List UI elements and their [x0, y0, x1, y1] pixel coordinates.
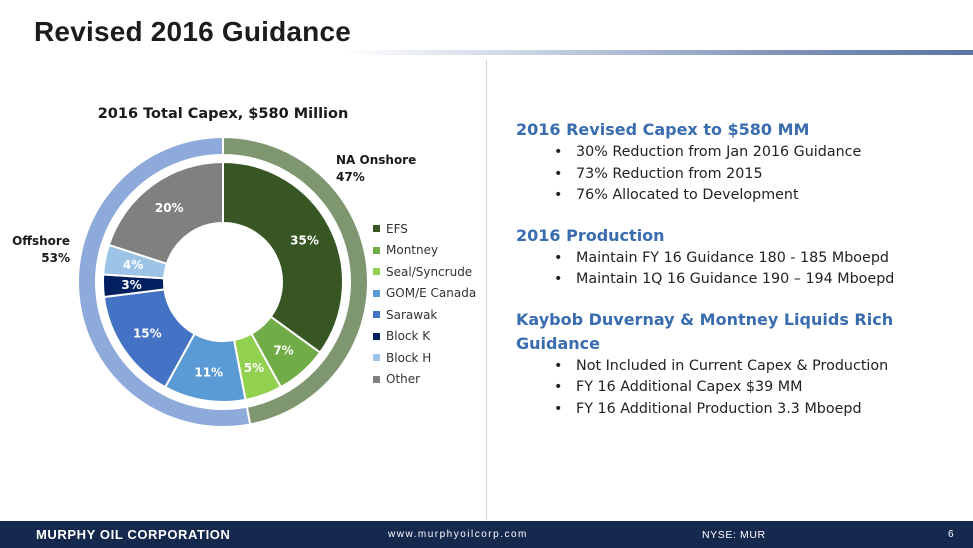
bullet-item: • 73% Reduction from 2015 — [516, 164, 956, 186]
outer-label-na-onshore: NA Onshore 47% — [336, 152, 416, 186]
bullet-text: FY 16 Additional Capex $39 MM — [576, 379, 803, 395]
kaybob-bullet-list: • Not Included in Current Capex & Product… — [516, 356, 956, 421]
bullet-text: 30% Reduction from Jan 2016 Guidance — [576, 144, 862, 160]
footer-website-link[interactable]: www.murphyoilcorp.com — [388, 529, 528, 540]
bullet-text: Maintain 1Q 16 Guidance 190 – 194 Mboepd — [576, 271, 895, 287]
legend-item-block-h: Block H — [373, 347, 476, 369]
bullet-item: • Maintain FY 16 Guidance 180 - 185 Mboep… — [516, 248, 956, 270]
inner-slice-other — [107, 160, 224, 266]
production-bullet-list: • Maintain FY 16 Guidance 180 - 185 Mboep… — [516, 248, 956, 291]
bullet-item: • Not Included in Current Capex & Product… — [516, 356, 956, 378]
capex-donut-chart: 35% 7% 5% 11% 15% 3% 4% 20% — [77, 135, 369, 428]
bullet-text: Maintain FY 16 Guidance 180 - 185 Mboepd — [576, 249, 889, 266]
bullet-dot: • — [554, 249, 563, 266]
bullet-dot: • — [554, 400, 563, 417]
legend-label: Montney — [386, 243, 439, 258]
bullet-dot: • — [554, 187, 563, 203]
bullet-text: Not Included in Current Capex & Producti… — [576, 357, 889, 374]
footer-bar: MURPHY OIL CORPORATION www.murphyoilcorp… — [0, 521, 973, 548]
chart-legend: EFS Montney Seal/Syncrude GOM/E Canada S… — [373, 218, 476, 390]
legend-item-montney: Montney — [373, 240, 476, 262]
legend-item-efs: EFS — [373, 218, 476, 240]
capex-bullet-list: • 30% Reduction from Jan 2016 Guidance • 7… — [516, 142, 956, 207]
footer-company: MURPHY OIL CORPORATION — [36, 527, 231, 542]
bullet-item: • FY 16 Additional Capex $39 MM — [516, 377, 956, 399]
column-divider — [486, 60, 487, 520]
legend-swatch — [373, 289, 380, 297]
legend-label: Block K — [386, 329, 431, 344]
bullet-item: • FY 16 Additional Production 3.3 Mboepd — [516, 399, 956, 421]
outer-slice-offshore — [77, 135, 252, 428]
footer-ticker: NYSE: MUR — [702, 529, 766, 541]
outer-label-offshore-name: Offshore — [12, 234, 70, 248]
legend-swatch — [373, 354, 380, 362]
slide-title: Revised 2016 Guidance — [34, 16, 352, 47]
legend-label: Sarawak — [386, 307, 438, 322]
legend-label: GOM/E Canada — [386, 286, 477, 301]
bullet-item: • 30% Reduction from Jan 2016 Guidance — [516, 142, 956, 164]
legend-item-seal-syncrude: Seal/Syncrude — [373, 261, 476, 283]
section-heading-production: 2016 Production — [516, 225, 665, 245]
guidance-bullets: 2016 Revised Capex to $580 MM • 30% Reduc… — [516, 118, 956, 437]
bullet-text: 73% Reduction from 2015 — [576, 165, 763, 182]
legend-item-sarawak: Sarawak — [373, 304, 476, 326]
legend-swatch — [373, 225, 380, 233]
outer-label-na-onshore-name: NA Onshore — [336, 153, 417, 167]
chart-title: 2016 Total Capex, $580 Million — [97, 106, 349, 122]
legend-item-gom-e-canada: GOM/E Canada — [373, 283, 476, 305]
outer-label-na-onshore-value: 47% — [336, 170, 365, 184]
bullet-dot: • — [554, 144, 563, 160]
bullet-item: • 76% Allocated to Development — [516, 185, 956, 207]
legend-swatch — [373, 246, 380, 254]
legend-label: Block H — [386, 350, 432, 365]
bullet-dot: • — [554, 379, 563, 395]
legend-label: EFS — [386, 221, 408, 236]
bullet-dot: • — [554, 165, 563, 182]
data-label-seal-syncrude: 5% — [244, 361, 264, 375]
legend-label: Seal/Syncrude — [386, 264, 473, 279]
outer-label-offshore-value: 53% — [41, 251, 70, 265]
section-heading-capex: 2016 Revised Capex to $580 MM — [516, 120, 810, 139]
data-label-other: 20% — [155, 201, 184, 215]
bullet-dot: • — [554, 357, 563, 374]
legend-item-block-k: Block K — [373, 326, 476, 348]
section-heading-kaybob: Kaybob Duvernay & Montney Liquids Rich G… — [516, 309, 894, 353]
outer-label-offshore: Offshore 53% — [12, 233, 70, 267]
legend-swatch — [373, 311, 380, 319]
data-label-gom-e-canada: 11% — [194, 365, 223, 379]
title-underline — [340, 50, 973, 55]
bullet-text: FY 16 Additional Production 3.3 Mboepd — [576, 400, 862, 417]
data-label-efs: 35% — [290, 233, 319, 247]
data-label-montney: 7% — [273, 344, 293, 358]
legend-item-other: Other — [373, 369, 476, 391]
bullet-dot: • — [554, 271, 563, 287]
data-label-block-k: 3% — [121, 278, 141, 292]
data-label-sarawak: 15% — [133, 326, 162, 340]
legend-swatch — [373, 375, 380, 383]
inner-slice-efs — [222, 160, 344, 354]
bullet-item: • Maintain 1Q 16 Guidance 190 – 194 Mboep… — [516, 269, 956, 291]
bullet-text: 76% Allocated to Development — [576, 187, 799, 203]
page-number: 6 — [948, 529, 954, 540]
legend-swatch — [373, 332, 380, 340]
legend-label: Other — [386, 372, 421, 387]
data-label-block-h: 4% — [123, 258, 143, 272]
legend-swatch — [373, 268, 380, 276]
